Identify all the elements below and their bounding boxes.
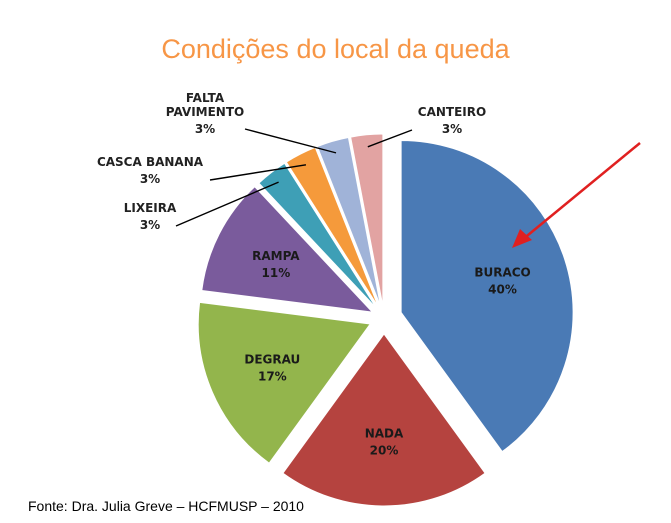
pie-slice-falta-pavimento	[316, 136, 382, 307]
slice-label: PAVIMENTO	[166, 105, 245, 119]
annotation-arrow-shaft	[521, 142, 641, 241]
slice-labels: BURACO 40% NADA 20% DEGRAU 17% RAMPA 11% LIXEIRA…	[97, 91, 531, 458]
slice-label: BURACO	[474, 265, 530, 279]
pie-slice-degrau	[197, 301, 372, 464]
slice-label: CASCA BANANA	[97, 155, 204, 169]
leader-line	[175, 181, 279, 227]
slice-label: CANTEIRO	[418, 105, 486, 119]
leader-line	[244, 128, 337, 154]
annotation-arrow-head	[512, 229, 532, 248]
pie-slice-lixeira	[258, 162, 378, 309]
leader-line	[209, 164, 307, 181]
slice-value-label: 3%	[140, 172, 160, 186]
leader-line	[367, 129, 413, 148]
pie-slice-buraco	[400, 139, 574, 453]
slice-label: DEGRAU	[244, 352, 300, 366]
slice-value-label: 3%	[442, 122, 462, 136]
slice-label: FALTA	[186, 91, 225, 105]
slice-label: NADA	[365, 427, 404, 441]
slice-value-label: 3%	[195, 122, 215, 136]
slice-value-label: 11%	[262, 266, 291, 280]
slice-label: LIXEIRA	[124, 201, 177, 215]
slice-value-label: 3%	[140, 218, 160, 232]
chart-title: Condições do local da queda	[161, 34, 510, 64]
slice-label: RAMPA	[252, 249, 300, 263]
leader-lines	[175, 128, 413, 227]
pie-slices	[197, 133, 574, 507]
pie-slice-nada	[282, 333, 486, 507]
slice-value-label: 40%	[488, 282, 517, 296]
source-note: Fonte: Dra. Julia Greve – HCFMUSP – 2010	[28, 498, 304, 514]
pie-slice-canteiro	[350, 133, 384, 307]
annotation-arrow	[512, 142, 641, 248]
slice-value-label: 17%	[258, 369, 287, 383]
pie-slice-rampa	[201, 186, 374, 313]
slice-value-label: 20%	[370, 444, 399, 458]
